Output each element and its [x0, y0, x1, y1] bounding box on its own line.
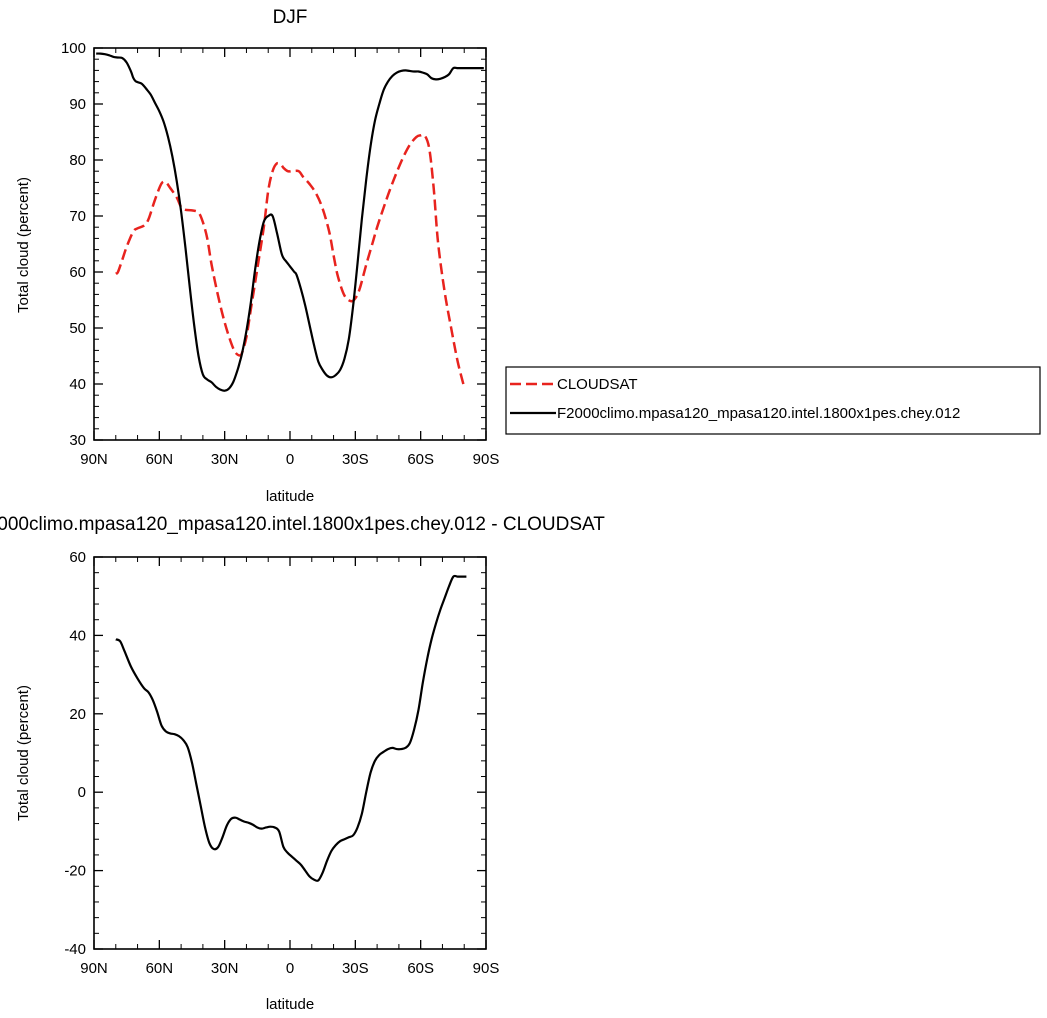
y-tick-label: -40 [64, 941, 86, 958]
y-tick-label: 20 [69, 706, 86, 723]
bottom-xlabel: latitude [266, 996, 314, 1013]
bottom-panel: F2000climo.mpasa120_mpasa120.intel.1800x… [0, 514, 605, 1013]
top-ticks [93, 47, 487, 441]
bottom-chart-title: F2000climo.mpasa120_mpasa120.intel.1800x… [0, 514, 605, 535]
series-line-model [96, 52, 484, 392]
y-tick-label: 100 [61, 40, 86, 57]
top-x-tick-labels: 90N 60N 30N 0 30S 60S 90S [80, 451, 499, 468]
y-tick-label: 80 [69, 152, 86, 169]
y-tick-label: 50 [69, 320, 86, 337]
y-tick-label: 90 [69, 96, 86, 113]
x-tick-label: 30S [342, 451, 369, 468]
x-tick-label: 0 [286, 451, 294, 468]
bottom-x-tick-labels: 90N 60N 30N 0 30S 60S 90S [80, 960, 499, 977]
x-tick-label: 60N [146, 960, 174, 977]
x-tick-label: 30S [342, 960, 369, 977]
top-xlabel: latitude [266, 488, 314, 505]
x-tick-label: 90S [473, 960, 500, 977]
y-tick-label: 40 [69, 376, 86, 393]
top-y-tick-labels: 30 40 50 60 70 80 90 100 [61, 40, 86, 449]
bottom-y-tick-labels: -40 -20 0 20 40 60 [64, 549, 86, 958]
x-tick-label: 30N [211, 451, 239, 468]
y-tick-label: 60 [69, 549, 86, 566]
legend-label-model: F2000climo.mpasa120_mpasa120.intel.1800x… [557, 405, 960, 422]
y-tick-label: 40 [69, 627, 86, 644]
y-tick-label: 60 [69, 264, 86, 281]
x-tick-label: 90N [80, 451, 108, 468]
series-line-cloudsat [115, 133, 466, 388]
top-series-lines [96, 52, 484, 392]
x-tick-label: 90N [80, 960, 108, 977]
bottom-plot-frame [93, 556, 487, 950]
y-tick-label: -20 [64, 863, 86, 880]
x-tick-label: 30N [211, 960, 239, 977]
y-tick-label: 0 [78, 784, 86, 801]
legend-box [505, 366, 1041, 435]
bottom-ylabel: Total cloud (percent) [15, 685, 32, 821]
x-tick-label: 60N [146, 451, 174, 468]
series-line-difference [115, 574, 467, 882]
x-tick-label: 0 [286, 960, 294, 977]
top-ylabel: Total cloud (percent) [15, 177, 32, 313]
x-tick-label: 60S [407, 451, 434, 468]
y-tick-label: 70 [69, 208, 86, 225]
top-plot-frame [93, 47, 487, 441]
bottom-ticks [93, 556, 487, 950]
legend: CLOUDSAT F2000climo.mpasa120_mpasa120.in… [505, 366, 1041, 435]
x-tick-label: 90S [473, 451, 500, 468]
bottom-series-lines [115, 574, 467, 882]
top-chart-title: DJF [273, 7, 308, 28]
legend-label-cloudsat: CLOUDSAT [557, 376, 638, 393]
x-tick-label: 60S [407, 960, 434, 977]
y-tick-label: 30 [69, 432, 86, 449]
top-panel: DJF Total cloud (percent) latitude 30 40 5… [15, 7, 499, 505]
